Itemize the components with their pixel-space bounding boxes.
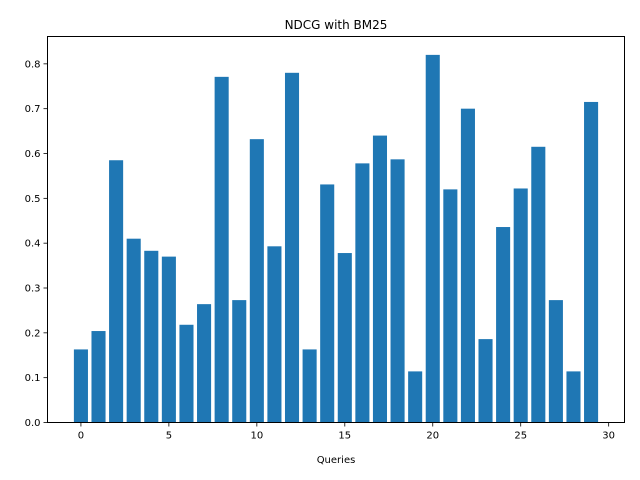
y-tick-label: 0.6 — [25, 149, 41, 160]
x-tick-label: 0 — [78, 431, 84, 442]
bar-query-10 — [249, 139, 264, 423]
bar-query-13 — [302, 349, 317, 423]
bar-query-0 — [73, 349, 88, 423]
x-axis-ticks: 0 5 10 15 20 25 30 — [78, 422, 615, 442]
bar-query-27 — [548, 300, 563, 423]
bar-query-4 — [144, 250, 159, 423]
x-tick-label: 5 — [166, 431, 172, 442]
bar-query-7 — [197, 304, 212, 423]
y-tick-label: 0.8 — [25, 59, 41, 70]
bar-query-3 — [126, 238, 141, 423]
bar-query-28 — [566, 371, 581, 423]
x-tick-label: 10 — [250, 431, 263, 442]
y-tick-label: 0.3 — [25, 284, 41, 295]
bar-query-18 — [390, 159, 405, 423]
bar-query-19 — [408, 371, 423, 423]
bar-query-1 — [91, 331, 106, 423]
bar-query-26 — [531, 146, 546, 423]
bar-query-5 — [161, 256, 176, 423]
bar-query-21 — [443, 189, 458, 423]
plot-frame — [47, 36, 625, 423]
bar-query-17 — [372, 135, 388, 423]
bar-query-20 — [425, 54, 440, 423]
bar-query-14 — [320, 184, 335, 423]
x-tick-label: 15 — [338, 431, 351, 442]
bars-group — [73, 54, 599, 423]
y-tick-label: 0.0 — [25, 418, 41, 429]
bar-query-22 — [460, 108, 475, 423]
x-tick-label: 25 — [514, 431, 527, 442]
x-tick-label: 20 — [426, 431, 439, 442]
bar-query-11 — [267, 246, 282, 423]
y-tick-label: 0.7 — [25, 104, 41, 115]
bar-query-24 — [496, 227, 511, 423]
y-tick-label: 0.5 — [25, 194, 41, 205]
bar-query-12 — [284, 72, 300, 423]
y-tick-label: 0.2 — [25, 328, 41, 339]
chart-title: NDCG with BM25 — [285, 18, 388, 32]
y-tick-label: 0.1 — [25, 373, 41, 384]
bar-query-16 — [355, 163, 370, 423]
bar-query-9 — [232, 300, 247, 423]
bar-query-25 — [513, 188, 528, 423]
bar-query-23 — [478, 339, 493, 423]
bar-query-2 — [109, 160, 124, 423]
bar-query-15 — [337, 253, 352, 423]
y-axis-ticks: 0.0 0.1 0.2 0.3 0.4 0.5 0.6 0.7 0.8 — [25, 59, 48, 429]
y-tick-label: 0.4 — [25, 239, 41, 250]
bar-query-6 — [179, 324, 194, 423]
bar-query-8 — [214, 76, 229, 423]
x-tick-label: 30 — [602, 431, 615, 442]
x-axis-label: Queries — [317, 455, 356, 466]
bar-query-29 — [584, 101, 599, 423]
